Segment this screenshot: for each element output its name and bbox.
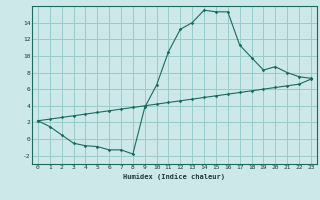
X-axis label: Humidex (Indice chaleur): Humidex (Indice chaleur): [124, 173, 225, 180]
